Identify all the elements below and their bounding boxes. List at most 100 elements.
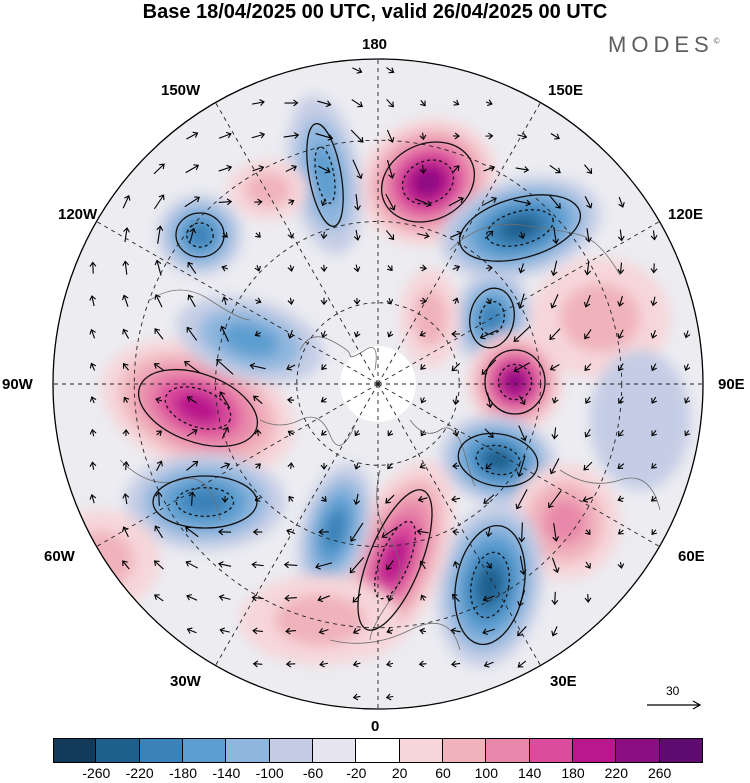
map-title: Base 18/04/2025 00 UTC, valid 26/04/2025… xyxy=(142,1,608,23)
colorbar-label: -140 xyxy=(212,765,241,781)
lon-label-150e: 150E xyxy=(548,82,584,99)
lon-label-120w: 120W xyxy=(58,206,98,223)
wind-arrow xyxy=(353,264,361,273)
wind-arrow xyxy=(156,430,162,437)
wind-arrow xyxy=(517,625,527,637)
wind-arrow xyxy=(483,661,494,668)
wind-arrow xyxy=(451,593,460,602)
wind-arrow xyxy=(481,196,497,207)
wind-arrow xyxy=(218,164,233,172)
anomaly-shading xyxy=(274,594,366,646)
wind-arrow xyxy=(185,560,199,569)
colorbar-label: 20 xyxy=(391,765,408,781)
wind-arrow xyxy=(318,165,331,174)
wind-arrow xyxy=(321,496,327,502)
colorbar-label: 220 xyxy=(604,765,629,781)
contour-line xyxy=(469,287,515,349)
wind-arrow xyxy=(187,294,196,308)
anomaly-shading xyxy=(505,371,525,393)
wind-arrow xyxy=(285,164,297,173)
wind-arrow xyxy=(285,660,296,668)
anomaly-shading xyxy=(380,535,410,585)
wind-arrow xyxy=(186,627,197,634)
wind-arrow xyxy=(585,228,592,243)
wind-arrow xyxy=(617,262,625,275)
colorbar-label: -180 xyxy=(168,765,198,781)
wind-arrow xyxy=(186,594,198,601)
wind-arrow xyxy=(385,230,395,241)
wind-arrow xyxy=(482,595,495,602)
wind-arrow xyxy=(221,495,229,503)
wind-arrow xyxy=(122,429,130,437)
wind-arrow xyxy=(513,199,532,207)
anomaly-shading xyxy=(483,449,513,471)
colorbar-swatch xyxy=(96,738,140,763)
wind-arrow xyxy=(386,129,395,143)
colorbar xyxy=(53,738,703,763)
wind-arrow xyxy=(651,463,657,469)
wind-arrow xyxy=(516,455,526,478)
wind-arrow xyxy=(89,328,96,339)
wind-arrow xyxy=(387,594,394,602)
colorbar-swatch xyxy=(356,738,400,763)
wind-arrow xyxy=(286,396,295,404)
wind-arrow xyxy=(453,99,460,106)
contour-line xyxy=(486,209,554,247)
wind-arrow xyxy=(517,132,528,140)
wind-arrow xyxy=(122,461,130,471)
colorbar-swatch xyxy=(183,738,227,763)
wind-arrow xyxy=(483,165,496,172)
wind-arrow xyxy=(617,329,624,340)
wind-arrow xyxy=(186,428,198,437)
wind-arrow xyxy=(386,297,394,305)
wind-arrow xyxy=(154,294,163,308)
wind-arrow xyxy=(352,159,363,180)
wind-arrow xyxy=(450,660,461,668)
wind-arrow xyxy=(187,261,197,274)
wind-arrow xyxy=(517,589,526,607)
wind-arrow xyxy=(287,430,294,437)
wind-arrow xyxy=(549,328,561,341)
anomaly-shading xyxy=(413,168,443,196)
wind-arrow xyxy=(249,362,266,370)
wind-arrow xyxy=(354,430,361,437)
wind-arrow xyxy=(517,660,527,668)
contour-line xyxy=(175,212,225,258)
wind-arrow xyxy=(419,297,427,305)
wind-arrow xyxy=(387,331,394,338)
wind-arrow xyxy=(154,328,164,340)
wind-arrow xyxy=(89,261,97,274)
wind-arrow xyxy=(287,297,295,306)
wind-arrow xyxy=(122,560,130,570)
wind-arrow xyxy=(156,225,164,244)
wind-arrow xyxy=(451,362,461,372)
wind-arrow xyxy=(283,132,300,139)
colorbar-label: -220 xyxy=(125,765,154,781)
meridian-line xyxy=(377,383,541,666)
lon-label-60w: 60W xyxy=(44,548,75,565)
wind-arrow xyxy=(320,462,328,470)
wind-arrow xyxy=(386,560,394,571)
wind-arrow xyxy=(420,364,426,370)
wind-arrow xyxy=(153,560,164,570)
meridian-line xyxy=(377,383,660,547)
wind-arrow xyxy=(254,264,262,272)
wind-arrow xyxy=(284,594,297,602)
wind-arrow xyxy=(321,429,327,436)
wind-arrow xyxy=(551,591,559,606)
contour-line xyxy=(152,475,258,529)
wind-arrow xyxy=(386,67,395,74)
wind-arrow xyxy=(385,494,395,504)
wind-arrow xyxy=(452,132,460,140)
contour-line xyxy=(175,487,235,517)
wind-arrow xyxy=(618,429,624,437)
contour-line xyxy=(137,369,259,447)
coastline xyxy=(299,336,377,371)
wind-arrow xyxy=(551,396,559,404)
contour-line xyxy=(454,524,526,646)
wind-arrow xyxy=(186,396,197,404)
wind-arrow xyxy=(186,326,198,341)
wind-arrow xyxy=(154,259,162,276)
wind-arrow xyxy=(351,99,364,108)
wind-arrow xyxy=(353,297,361,305)
